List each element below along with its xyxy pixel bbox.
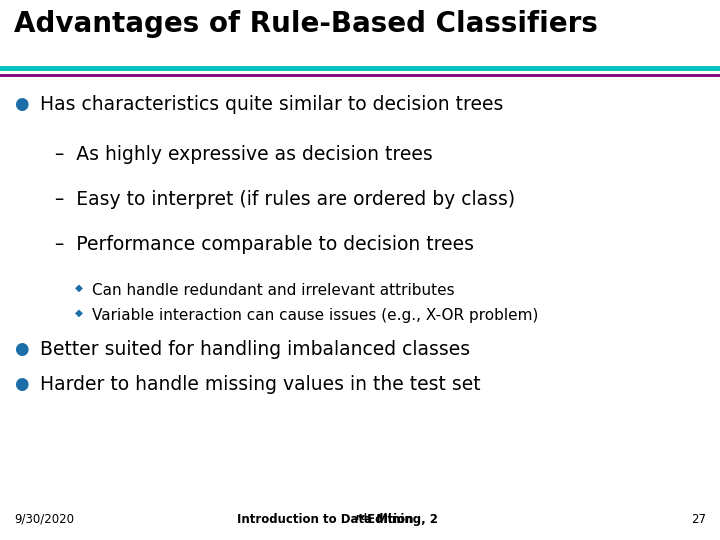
Text: ●: ● <box>14 340 29 358</box>
Text: ●: ● <box>14 375 29 393</box>
Text: Has characteristics quite similar to decision trees: Has characteristics quite similar to dec… <box>40 95 503 114</box>
Text: –  Performance comparable to decision trees: – Performance comparable to decision tre… <box>55 235 474 254</box>
Text: Variable interaction can cause issues (e.g., X-OR problem): Variable interaction can cause issues (e… <box>92 308 539 323</box>
Text: Advantages of Rule-Based Classifiers: Advantages of Rule-Based Classifiers <box>14 10 598 38</box>
Text: Can handle redundant and irrelevant attributes: Can handle redundant and irrelevant attr… <box>92 283 454 298</box>
Text: –  As highly expressive as decision trees: – As highly expressive as decision trees <box>55 145 433 164</box>
Text: –  Easy to interpret (if rules are ordered by class): – Easy to interpret (if rules are ordere… <box>55 190 515 209</box>
Text: ◆: ◆ <box>75 308 83 318</box>
Text: nd: nd <box>355 513 367 522</box>
Text: Introduction to Data Mining, 2: Introduction to Data Mining, 2 <box>237 513 438 526</box>
Text: Edition: Edition <box>363 513 413 526</box>
Text: ◆: ◆ <box>75 283 83 293</box>
Text: 27: 27 <box>691 513 706 526</box>
Text: ●: ● <box>14 95 29 113</box>
Text: 9/30/2020: 9/30/2020 <box>14 513 74 526</box>
Text: Harder to handle missing values in the test set: Harder to handle missing values in the t… <box>40 375 481 394</box>
Text: Better suited for handling imbalanced classes: Better suited for handling imbalanced cl… <box>40 340 470 359</box>
